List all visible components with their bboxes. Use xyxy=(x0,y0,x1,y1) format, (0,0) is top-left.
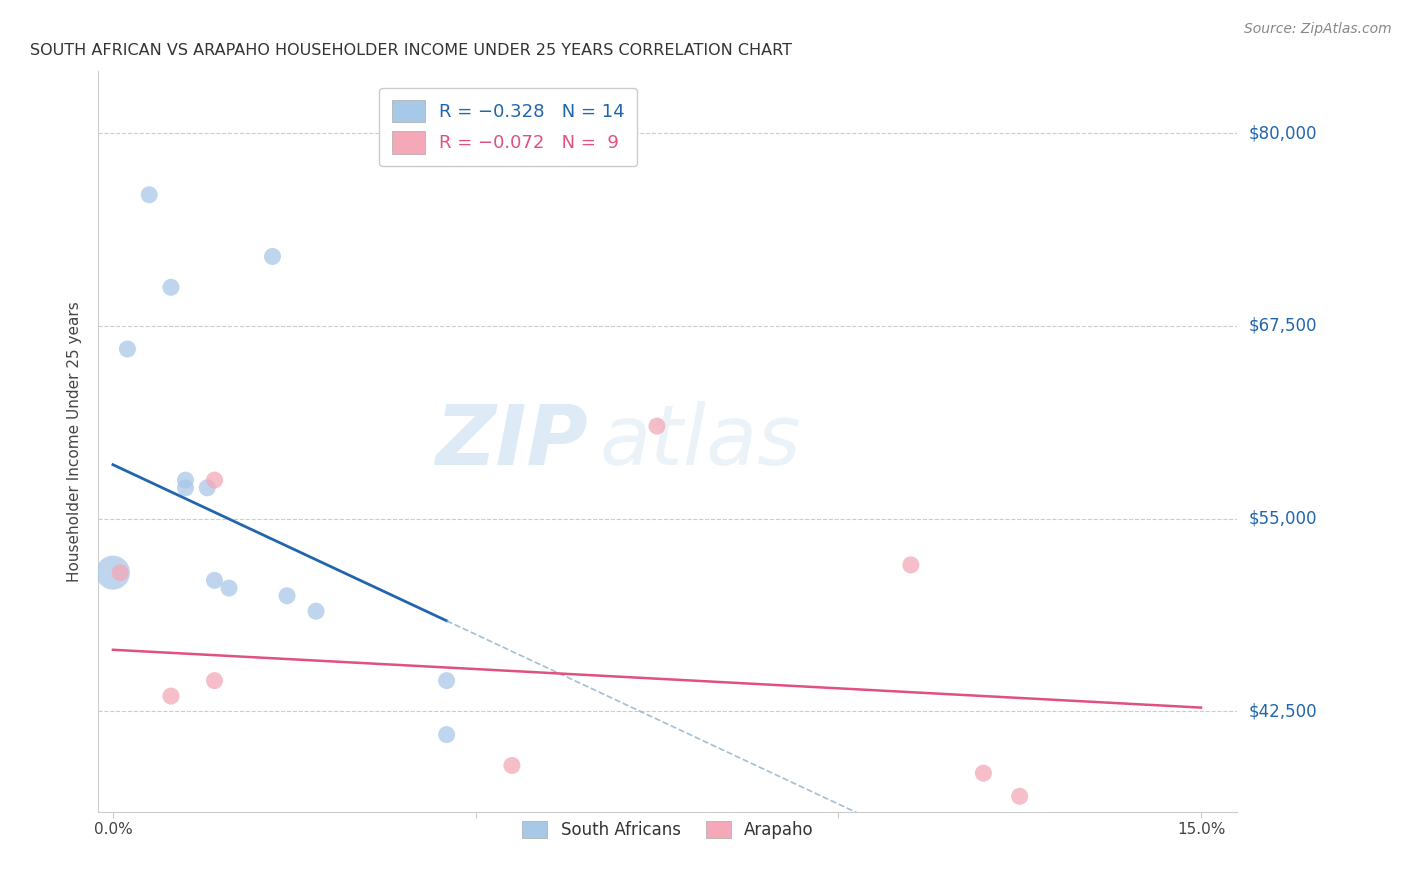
Point xyxy=(117,342,139,356)
Point xyxy=(138,187,160,202)
Text: SOUTH AFRICAN VS ARAPAHO HOUSEHOLDER INCOME UNDER 25 YEARS CORRELATION CHART: SOUTH AFRICAN VS ARAPAHO HOUSEHOLDER INC… xyxy=(30,43,792,58)
Text: $80,000: $80,000 xyxy=(1249,124,1317,142)
Point xyxy=(305,604,328,618)
Point xyxy=(174,481,197,495)
Point xyxy=(262,250,284,264)
Point xyxy=(174,473,197,487)
Point xyxy=(101,566,124,580)
Point xyxy=(195,481,218,495)
Text: Source: ZipAtlas.com: Source: ZipAtlas.com xyxy=(1244,22,1392,37)
Text: atlas: atlas xyxy=(599,401,801,482)
Point xyxy=(204,473,226,487)
Legend: South Africans, Arapaho: South Africans, Arapaho xyxy=(513,813,823,847)
Point xyxy=(900,558,922,572)
Point xyxy=(501,758,523,772)
Text: ZIP: ZIP xyxy=(436,401,588,482)
Text: $55,000: $55,000 xyxy=(1249,509,1317,528)
Point xyxy=(1008,789,1031,804)
Point xyxy=(204,673,226,688)
Text: $42,500: $42,500 xyxy=(1249,703,1317,721)
Point xyxy=(160,689,183,703)
Point xyxy=(160,280,183,294)
Point xyxy=(436,728,458,742)
Y-axis label: Householder Income Under 25 years: Householder Income Under 25 years xyxy=(67,301,83,582)
Point xyxy=(108,566,131,580)
Point xyxy=(218,581,240,595)
Point xyxy=(436,673,458,688)
Text: $67,500: $67,500 xyxy=(1249,317,1317,334)
Point xyxy=(972,766,994,780)
Point xyxy=(645,419,668,434)
Point xyxy=(204,574,226,588)
Point xyxy=(276,589,298,603)
